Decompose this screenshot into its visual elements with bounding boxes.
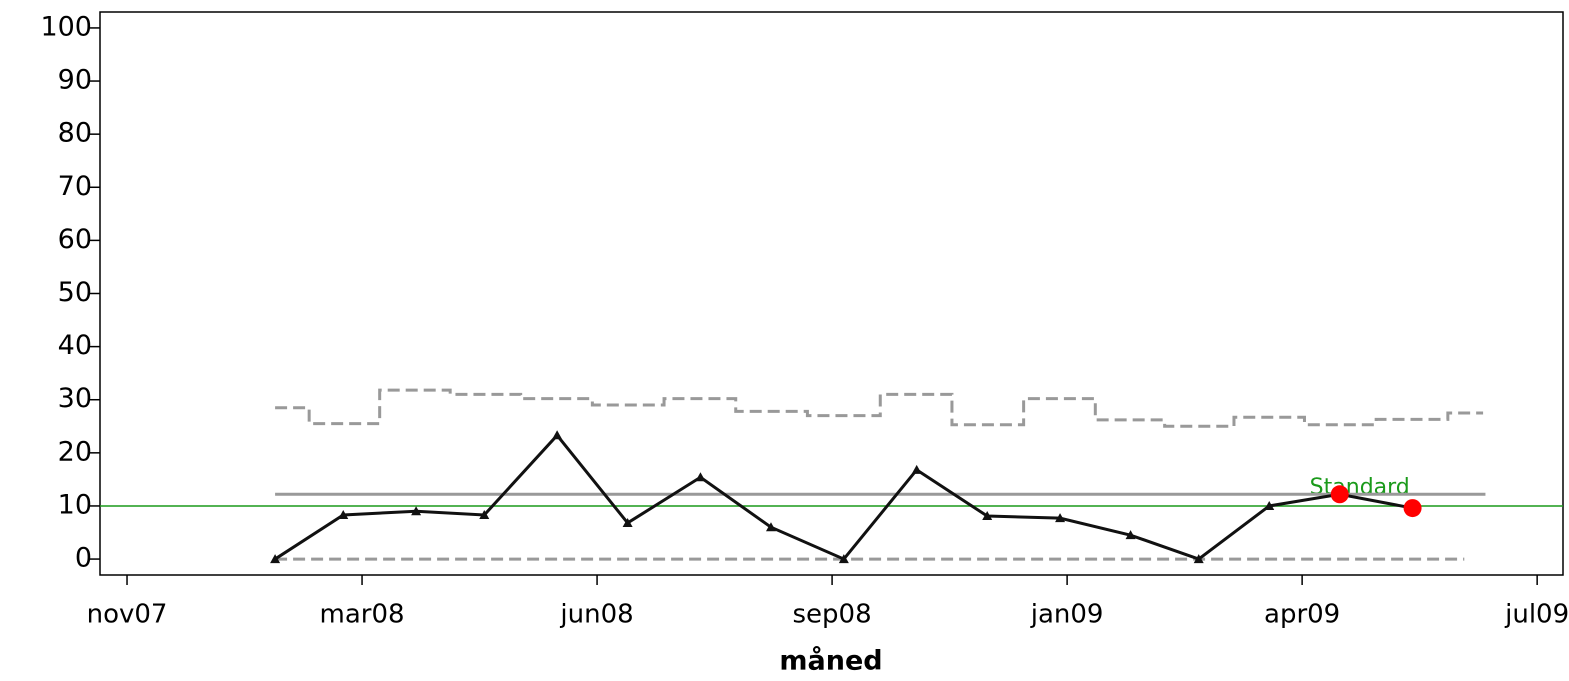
marker [1264,500,1275,510]
y-tick-label: 90 [58,65,92,96]
y-tick-label: 30 [58,383,92,414]
marker [695,472,706,482]
x-axis-label: måned [779,645,882,677]
y-tick-label: 20 [58,436,92,467]
x-tick-label: jun08 [559,600,633,630]
x-tick-label: nov07 [87,600,168,630]
marker [765,522,776,532]
marker [1193,554,1204,564]
marker [1125,530,1136,540]
marker [479,509,490,519]
marker [552,430,563,440]
x-tick-label: mar08 [320,600,405,630]
signal-point [1330,485,1349,504]
marker [982,511,993,521]
y-tick-label: 50 [58,277,92,308]
x-tick-label: sep08 [793,600,872,630]
marker [338,509,349,519]
y-tick-label: 40 [58,330,92,361]
marker [270,554,281,564]
marker [911,464,922,474]
marker [838,554,849,564]
y-tick-label: 80 [58,118,92,149]
data-line [274,433,1413,561]
y-tick-label: 100 [40,11,92,42]
y-tick-label: 70 [58,171,92,202]
x-tick-label: apr09 [1264,600,1340,630]
x-tick-label: jul09 [1504,600,1569,630]
signal-point [1403,499,1422,518]
marker [411,506,422,516]
y-tick-label: 10 [58,489,92,520]
marker [1055,513,1066,523]
x-tick-label: jan09 [1030,600,1104,630]
marker [622,517,633,527]
step-line [275,388,1484,428]
y-tick-label: 0 [75,543,92,574]
y-tick-label: 60 [58,224,92,255]
